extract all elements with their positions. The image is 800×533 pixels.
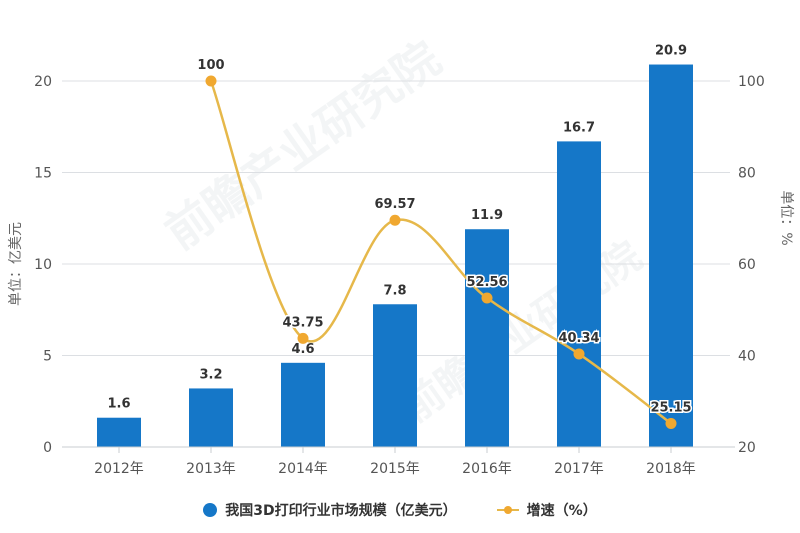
left-tick-label: 0 bbox=[43, 440, 52, 456]
left-tick-label: 5 bbox=[43, 349, 52, 365]
line-value-label: 69.57 bbox=[374, 197, 415, 212]
line-value-label: 43.75 bbox=[282, 315, 323, 330]
bar-value-label: 4.6 bbox=[291, 342, 314, 357]
x-tick-label: 2013年 bbox=[186, 461, 236, 477]
left-tick-label: 15 bbox=[34, 166, 52, 182]
bar[interactable] bbox=[373, 304, 417, 447]
x-axis-ticks: 2012年 2013年 2014年 2015年 2016年 2017年 2018年 bbox=[94, 447, 696, 477]
x-tick-label: 2017年 bbox=[554, 461, 604, 477]
line-point-marker[interactable] bbox=[665, 417, 677, 429]
line-point-marker[interactable] bbox=[205, 75, 217, 87]
bar[interactable] bbox=[189, 388, 233, 447]
legend-line-marker-icon bbox=[496, 505, 519, 515]
line-point-marker[interactable] bbox=[481, 292, 493, 304]
line-point-marker[interactable] bbox=[389, 214, 401, 226]
right-tick-label: 100 bbox=[738, 74, 765, 90]
left-axis-title: 单位：亿美元 bbox=[8, 222, 24, 306]
line-point-marker[interactable] bbox=[573, 348, 585, 360]
right-tick-label: 80 bbox=[738, 166, 756, 182]
left-tick-label: 20 bbox=[34, 74, 52, 90]
growth-line bbox=[209, 80, 672, 425]
bar-value-label: 16.7 bbox=[563, 120, 595, 135]
bar[interactable] bbox=[649, 64, 693, 447]
left-tick-label: 10 bbox=[34, 257, 52, 273]
bar-value-label: 20.9 bbox=[655, 44, 687, 59]
x-tick-label: 2015年 bbox=[370, 461, 420, 477]
bar[interactable] bbox=[465, 229, 509, 447]
line-value-label: 25.15 bbox=[650, 400, 691, 415]
bar-value-label: 3.2 bbox=[199, 367, 222, 382]
bar-value-label: 7.8 bbox=[383, 283, 406, 298]
line-value-label: 40.34 bbox=[558, 331, 599, 346]
line-value-label: 100 bbox=[197, 58, 224, 73]
x-tick-label: 2014年 bbox=[278, 461, 328, 477]
line-point-marker[interactable] bbox=[297, 332, 309, 344]
bar[interactable] bbox=[281, 362, 325, 447]
bar-value-label: 11.9 bbox=[471, 208, 503, 223]
right-axis-title: 单位：% bbox=[778, 190, 794, 245]
x-tick-label: 2016年 bbox=[462, 461, 512, 477]
bar[interactable] bbox=[97, 417, 141, 447]
right-tick-label: 20 bbox=[738, 440, 756, 456]
line-series: 100 43.75 69.57 52.56 40.34 25.15 bbox=[196, 57, 693, 429]
bar[interactable] bbox=[557, 141, 601, 447]
legend-item-growth-rate[interactable]: 增速（%） bbox=[496, 500, 597, 520]
chart-canvas: 0 5 10 15 20 20 40 60 80 100 单位：亿美元 单位：% 1.6 3.2 4… bbox=[8, 44, 794, 477]
bar-series: 1.6 3.2 4.6 7.8 11.9 16.7 20.9 bbox=[97, 44, 693, 447]
legend-circle-icon bbox=[203, 503, 218, 517]
right-axis-ticks: 20 40 60 80 100 bbox=[738, 74, 765, 456]
line-value-label: 52.56 bbox=[466, 275, 507, 290]
legend-item-market-size[interactable]: 我国3D打印行业市场规模（亿美元） bbox=[203, 500, 457, 520]
x-tick-label: 2012年 bbox=[94, 461, 144, 477]
bar-value-label: 1.6 bbox=[107, 397, 130, 412]
legend-label: 增速（%） bbox=[526, 503, 597, 519]
legend: 我国3D打印行业市场规模（亿美元） 增速（%） bbox=[0, 498, 800, 522]
right-tick-label: 60 bbox=[738, 257, 756, 273]
left-axis-ticks: 0 5 10 15 20 bbox=[34, 74, 52, 456]
legend-label: 我国3D打印行业市场规模（亿美元） bbox=[225, 503, 457, 519]
right-tick-label: 40 bbox=[738, 349, 756, 365]
x-tick-label: 2018年 bbox=[646, 461, 696, 477]
